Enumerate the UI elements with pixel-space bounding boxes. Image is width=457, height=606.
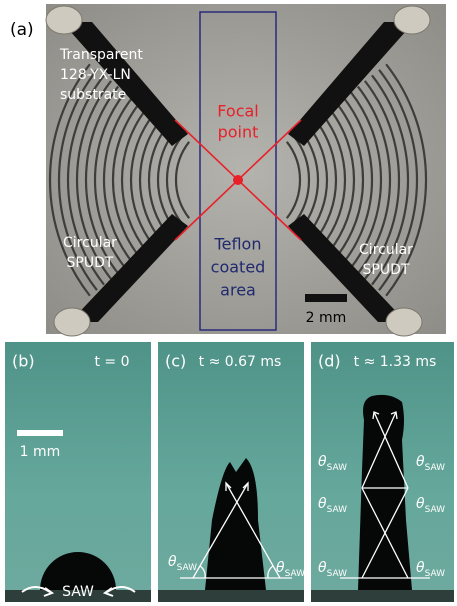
figure: (a) Transparent 128-YX-LN substrate Foca…	[0, 0, 457, 606]
panel-label: (b)	[12, 352, 35, 371]
scale-bar	[305, 294, 347, 302]
panel-label: (c)	[165, 352, 186, 371]
time-label: t ≈ 1.33 ms	[354, 354, 437, 370]
angle-subscript: SAW	[327, 569, 348, 579]
angle-subscript: SAW	[177, 563, 198, 573]
scale-label: 2 mm	[306, 310, 347, 326]
coating-label: coated	[211, 258, 266, 277]
angle-subscript: SAW	[327, 505, 348, 515]
transducer-label: Circular	[359, 242, 413, 258]
transducer-label: SPUDT	[67, 255, 114, 271]
substrate-label: substrate	[60, 87, 126, 103]
transducer-label: Circular	[63, 235, 117, 251]
page: (a) Transparent 128-YX-LN substrate Foca…	[0, 0, 457, 606]
angle-subscript: SAW	[327, 463, 348, 473]
focal-point	[233, 175, 243, 185]
angle-subscript: SAW	[425, 463, 446, 473]
substrate-label: Transparent	[59, 47, 143, 63]
substrate-label: 128-YX-LN	[60, 67, 131, 83]
focal-label: Focal	[217, 102, 258, 121]
coating-label: area	[220, 281, 256, 300]
scale-label: 1 mm	[20, 444, 61, 460]
substrate-edge	[158, 590, 304, 602]
saw-label: SAW	[62, 584, 94, 600]
jet	[358, 395, 412, 590]
panel-label: (d)	[318, 352, 341, 371]
time-label: t = 0	[94, 354, 129, 370]
scale-bar	[17, 430, 63, 436]
angle-subscript: SAW	[285, 569, 306, 579]
substrate-edge	[311, 590, 454, 602]
angle-subscript: SAW	[425, 505, 446, 515]
focal-label: point	[218, 123, 259, 142]
coating-label: Teflon	[214, 235, 262, 254]
transducer-label: SPUDT	[363, 262, 410, 278]
time-label: t ≈ 0.67 ms	[199, 354, 282, 370]
panel-label: (a)	[10, 20, 34, 40]
angle-subscript: SAW	[425, 569, 446, 579]
